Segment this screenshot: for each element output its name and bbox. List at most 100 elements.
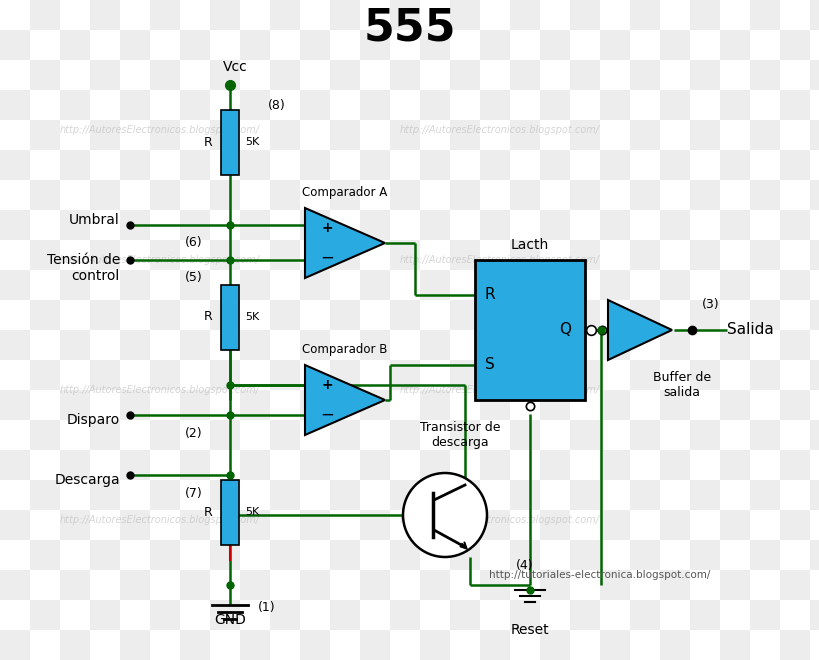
Bar — [90, 120, 120, 150]
Bar — [150, 0, 180, 30]
Bar — [150, 240, 180, 270]
Bar — [540, 390, 569, 420]
Bar — [479, 510, 509, 540]
Bar — [689, 180, 719, 210]
Bar — [629, 300, 659, 330]
Bar — [749, 480, 779, 510]
Bar — [210, 360, 240, 390]
Bar — [479, 330, 509, 360]
Bar — [180, 30, 210, 60]
Bar — [120, 630, 150, 660]
Bar — [240, 210, 269, 240]
Text: Umbral: Umbral — [69, 213, 120, 227]
Bar — [120, 90, 150, 120]
Bar — [120, 270, 150, 300]
Bar — [569, 240, 600, 270]
Text: Disparo: Disparo — [66, 413, 120, 427]
Bar — [180, 630, 210, 660]
Text: Transistor de
descarga: Transistor de descarga — [419, 421, 500, 449]
Bar — [390, 300, 419, 330]
Bar — [329, 600, 360, 630]
Bar — [600, 630, 629, 660]
Bar — [390, 540, 419, 570]
Bar — [360, 450, 390, 480]
Bar — [300, 210, 329, 240]
Text: 555: 555 — [364, 7, 455, 50]
Bar — [629, 0, 659, 30]
Bar — [719, 450, 749, 480]
Bar — [509, 240, 540, 270]
Bar — [689, 360, 719, 390]
Bar — [150, 120, 180, 150]
Bar — [390, 360, 419, 390]
Bar — [30, 0, 60, 30]
Bar — [659, 270, 689, 300]
Bar — [240, 150, 269, 180]
Bar — [629, 360, 659, 390]
Bar — [629, 240, 659, 270]
Bar — [329, 420, 360, 450]
Bar — [689, 0, 719, 30]
Bar — [90, 180, 120, 210]
Bar — [0, 450, 30, 480]
Bar — [419, 210, 450, 240]
Bar — [689, 300, 719, 330]
Bar — [90, 600, 120, 630]
Bar — [719, 30, 749, 60]
Text: (1): (1) — [258, 601, 275, 614]
Bar — [540, 570, 569, 600]
Bar — [659, 450, 689, 480]
Bar — [210, 240, 240, 270]
Text: http://AutoresElectronicos.blogspot.com/: http://AutoresElectronicos.blogspot.com/ — [60, 515, 260, 525]
Bar — [569, 60, 600, 90]
Bar — [600, 210, 629, 240]
Bar — [300, 30, 329, 60]
Bar — [240, 90, 269, 120]
Bar — [60, 510, 90, 540]
Bar — [540, 630, 569, 660]
Bar — [749, 300, 779, 330]
Bar — [540, 510, 569, 540]
Bar — [150, 420, 180, 450]
Bar — [300, 270, 329, 300]
Bar — [419, 330, 450, 360]
Bar — [90, 420, 120, 450]
Bar — [419, 390, 450, 420]
Bar — [360, 330, 390, 360]
Bar — [600, 150, 629, 180]
Bar — [390, 180, 419, 210]
Bar — [300, 570, 329, 600]
Bar — [779, 510, 809, 540]
Bar — [150, 60, 180, 90]
Bar — [719, 150, 749, 180]
Bar — [779, 270, 809, 300]
Bar — [509, 480, 540, 510]
Bar — [120, 450, 150, 480]
Bar — [719, 210, 749, 240]
Bar — [779, 630, 809, 660]
Bar — [60, 630, 90, 660]
Bar — [719, 90, 749, 120]
Bar — [360, 30, 390, 60]
Bar — [450, 240, 479, 270]
Bar — [419, 30, 450, 60]
Bar — [600, 330, 629, 360]
Text: (7): (7) — [185, 486, 202, 500]
Bar — [0, 570, 30, 600]
Bar — [689, 480, 719, 510]
Bar — [569, 120, 600, 150]
Bar — [390, 0, 419, 30]
Bar — [300, 510, 329, 540]
Bar — [30, 540, 60, 570]
Text: R: R — [203, 135, 212, 148]
Bar — [30, 480, 60, 510]
Bar — [569, 540, 600, 570]
Bar — [120, 210, 150, 240]
Polygon shape — [305, 208, 385, 278]
Bar — [659, 30, 689, 60]
Bar — [540, 210, 569, 240]
Text: Salida: Salida — [726, 323, 773, 337]
Bar — [659, 630, 689, 660]
Bar — [629, 600, 659, 630]
Bar — [779, 570, 809, 600]
